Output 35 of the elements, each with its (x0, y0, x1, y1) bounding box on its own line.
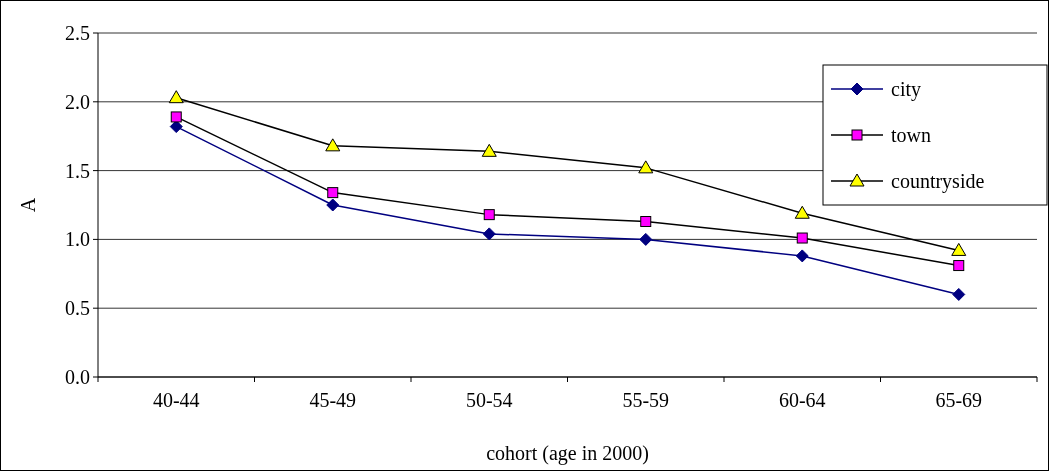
point (639, 232, 653, 246)
x-tick-label: 40-44 (152, 389, 200, 411)
point (951, 242, 967, 256)
point (482, 227, 496, 241)
y-tick-label: 1.0 (65, 228, 90, 251)
point (481, 143, 497, 157)
y-tick-label: 0.5 (65, 297, 90, 320)
y-axis-title: A (17, 197, 39, 213)
legend-label: town (891, 124, 931, 146)
point (326, 198, 340, 212)
y-tick-label: 0.0 (65, 366, 90, 388)
legend-label: countryside (891, 170, 985, 193)
point (638, 160, 654, 174)
point (640, 216, 652, 228)
x-axis-title: cohort (age in 2000) (486, 442, 649, 465)
point (953, 260, 965, 272)
x-tick-label: 65-69 (935, 389, 983, 411)
x-tick-label: 45-49 (309, 389, 357, 411)
y-tick-label: 2.0 (65, 90, 90, 113)
y-tick-label: 1.5 (65, 159, 90, 182)
x-tick-label: 60-64 (778, 389, 826, 411)
point (795, 249, 809, 263)
point (794, 205, 810, 219)
point (169, 120, 183, 134)
x-tick-label: 55-59 (622, 389, 670, 411)
y-tick-label: 2.5 (65, 22, 90, 44)
point (170, 111, 182, 123)
x-tick-label: 50-54 (465, 389, 513, 411)
point (168, 90, 184, 104)
point (327, 187, 339, 199)
point (952, 287, 966, 301)
legend-label: city (891, 78, 921, 101)
point (796, 232, 808, 244)
point (483, 209, 495, 221)
point (325, 138, 341, 152)
